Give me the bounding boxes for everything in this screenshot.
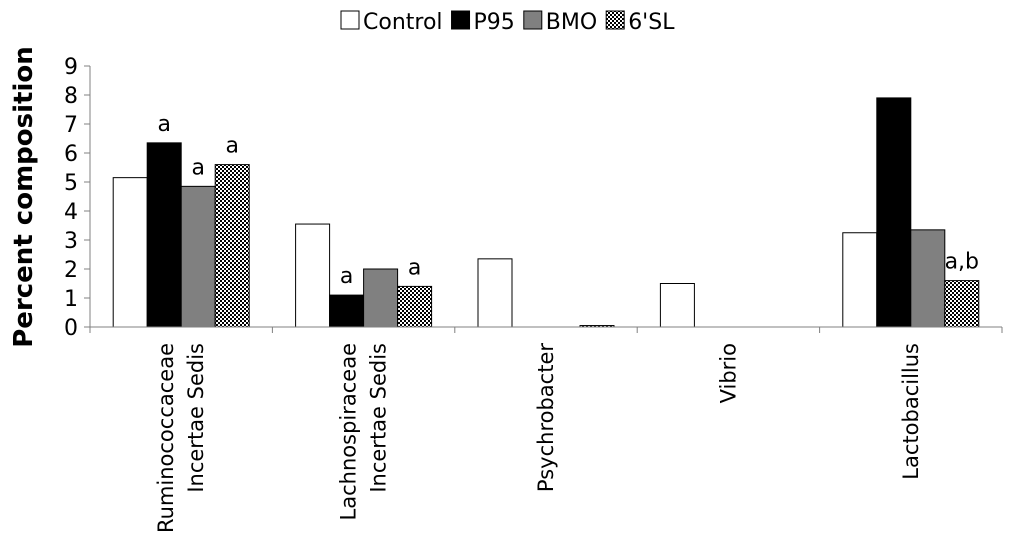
legend-swatch <box>340 10 360 30</box>
y-tick-label: 8 <box>64 84 78 109</box>
bar-p95 <box>876 97 912 328</box>
y-axis: 0 1 2 3 4 5 6 7 8 9 <box>64 55 91 341</box>
legend: Control P95 BMO 6'SL <box>340 10 675 35</box>
bar-control <box>295 223 331 328</box>
bars <box>112 97 980 328</box>
bar-6sl <box>397 285 433 328</box>
x-tick-label-line: Ruminococcaceae <box>154 343 178 533</box>
significance-label: a <box>408 255 421 280</box>
bar-bmo <box>180 185 216 328</box>
x-tick-label: Psychrobacter <box>534 343 558 492</box>
y-tick-label: 4 <box>64 200 78 225</box>
legend-label: 6'SL <box>628 10 675 35</box>
bar-6sl <box>944 280 980 328</box>
bar-p95 <box>146 142 182 328</box>
bar-bmo <box>910 229 946 328</box>
bar-p95 <box>329 294 365 328</box>
bar-bmo <box>363 268 399 328</box>
legend-label: Control <box>363 10 443 35</box>
y-tick-label: 5 <box>64 171 78 196</box>
x-tick-label-line: Lachnospiraceae <box>337 343 361 520</box>
y-tick-label: 6 <box>64 142 78 167</box>
bar-control <box>842 232 878 328</box>
y-tick-label: 0 <box>64 316 78 341</box>
x-tick-label-line: Lactobacillus <box>899 343 923 480</box>
significance-label: a,b <box>945 250 979 275</box>
y-tick-label: 7 <box>64 113 78 138</box>
significance-label: a <box>340 264 353 289</box>
bar-6sl <box>214 164 250 328</box>
x-tick-label: Vibrio <box>716 343 740 403</box>
legend-swatch <box>605 10 625 30</box>
y-tick-label: 9 <box>64 55 78 80</box>
y-tick-label: 1 <box>64 287 78 312</box>
x-tick-label-line: Incertae Sedis <box>367 343 391 493</box>
bar-control <box>659 283 695 328</box>
x-tick-label-line: Vibrio <box>716 343 740 403</box>
bar-control <box>477 258 513 328</box>
x-tick-label-line: Psychrobacter <box>534 343 558 492</box>
x-tick-label: Lachnospiraceae Incertae Sedis <box>337 343 391 520</box>
legend-swatch <box>451 10 471 30</box>
legend-swatch <box>523 10 543 30</box>
legend-label: P95 <box>474 10 515 35</box>
y-tick-label: 3 <box>64 229 78 254</box>
legend-label: BMO <box>546 10 597 35</box>
bar-control <box>112 177 148 328</box>
significance-label: a <box>157 112 170 137</box>
y-axis-label: Percent composition <box>9 46 39 348</box>
y-tick-label: 2 <box>64 258 78 283</box>
x-tick-label: Ruminococcaceae Incertae Sedis <box>154 343 208 533</box>
significance-label: a <box>191 155 204 180</box>
x-tick-label: Lactobacillus <box>899 343 923 480</box>
significance-label: a <box>225 134 238 159</box>
x-axis: Ruminococcaceae Incertae Sedis Lachnospira… <box>89 326 1003 533</box>
x-tick-label-line: Incertae Sedis <box>184 343 208 493</box>
